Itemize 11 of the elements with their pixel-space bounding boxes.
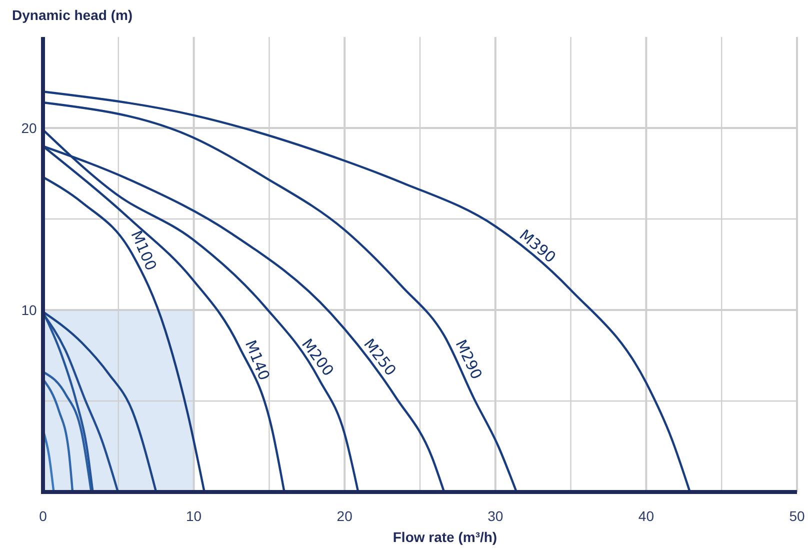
x-tick-label: 20 [336, 508, 353, 524]
text: M100 [127, 228, 160, 274]
x-tick-label: 30 [488, 508, 504, 524]
text: M140 [241, 338, 274, 383]
text: M290 [452, 336, 486, 382]
y-axis-title: Dynamic head (m) [12, 7, 133, 23]
x-tick-label: 10 [186, 508, 202, 524]
x-tick-label: 40 [638, 508, 654, 524]
x-axis-title: Flow rate (m³/h) [392, 529, 498, 545]
x-tick-label: 50 [789, 508, 805, 524]
x-tick-label: 0 [39, 508, 48, 524]
